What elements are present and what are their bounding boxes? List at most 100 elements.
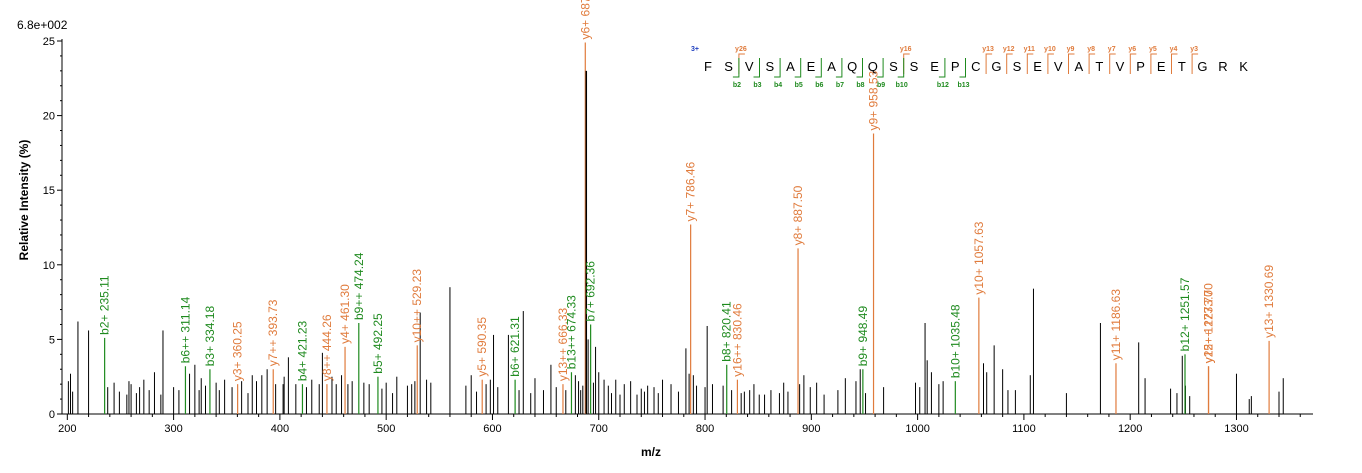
b-ion-index-label: b10 — [896, 82, 908, 89]
y-ion-index-label: y26 — [735, 46, 747, 53]
y-ion-index-label: y13 — [982, 46, 994, 53]
b-ion-label: b4+ 421.23 — [295, 320, 309, 381]
sequence-residue: G — [991, 59, 1001, 74]
b-ion-index-label: b13 — [957, 82, 969, 89]
x-tick-label: 200 — [58, 423, 76, 435]
x-tick-label: 900 — [802, 423, 820, 435]
x-tick-label: 1200 — [1118, 423, 1142, 435]
sequence-residue: S — [765, 59, 774, 74]
b-ion-label: b9++ 474.24 — [352, 252, 366, 320]
y-ion-label: y13++ 666.33 — [556, 307, 570, 381]
x-tick-label: 1100 — [1012, 423, 1036, 435]
sequence-residue: P — [951, 59, 960, 74]
y-cleavage-mark — [1047, 53, 1054, 74]
y-ion-label: y3+ 360.25 — [231, 321, 245, 381]
b-ion-label: b9+ 948.49 — [856, 306, 870, 367]
sequence-residue: F — [704, 59, 712, 74]
y-ion-label: y16++ 830.46 — [730, 303, 744, 377]
y-ion-label: y10+ 1057.63 — [972, 221, 986, 294]
sequence-residue: A — [786, 59, 795, 74]
b-ion-index-label: b7 — [836, 82, 844, 89]
sequence-residue: V — [1116, 59, 1125, 74]
x-tick-label: 1000 — [905, 423, 929, 435]
y-ion-label: y11+ 1186.63 — [1109, 289, 1123, 361]
y-ion-index-label: y7 — [1108, 46, 1116, 53]
b-cleavage-mark — [753, 58, 760, 78]
y-ion-index-label: y3 — [1190, 46, 1198, 53]
y-cleavage-mark — [1006, 53, 1013, 74]
b-ion-index-label: b12 — [937, 82, 949, 89]
sequence-residue: Q — [847, 59, 857, 74]
y-cleavage-mark — [1068, 53, 1075, 74]
y-ion-label: y12+ 1273.70 — [1202, 290, 1216, 363]
y-ion-index-label: y5 — [1149, 46, 1157, 53]
x-axis-label: m/z — [641, 445, 661, 459]
x-tick-label: 300 — [164, 423, 182, 435]
sequence-residue: S — [1013, 59, 1022, 74]
y-axis-label: Relative Intensity (%) — [17, 140, 31, 261]
b-cleavage-mark — [815, 58, 822, 78]
y-ion-label: y7+ 786.46 — [684, 161, 698, 221]
y-ion-index-label: y12 — [1003, 46, 1015, 53]
peak-labels: b2+ 235.11 b6++ 311.14 b3+ 334.18 y3+ 360.2… — [98, 0, 1276, 381]
sequence-residue: E — [930, 59, 939, 74]
x-tick-label: 500 — [377, 423, 395, 435]
y-ion-index-label: y9 — [1067, 46, 1075, 53]
sequence-residue: K — [1239, 59, 1248, 74]
y-ion-label: y9+ 958.53 — [867, 70, 881, 130]
y-ion-label: y8++ 444.26 — [320, 314, 334, 381]
x-tick-label: 800 — [696, 423, 714, 435]
y-tick-label: 0 — [49, 409, 55, 421]
b-cleavage-mark — [774, 58, 781, 78]
sequence-residue: E — [1033, 59, 1042, 74]
y-ion-index-label: y11 — [1024, 46, 1035, 53]
sequence-residue: G — [1197, 59, 1207, 74]
b-ion-label: b7+ 692.36 — [584, 261, 598, 322]
y-cleavage-mark — [1150, 53, 1157, 74]
sequence-residue: T — [1095, 59, 1103, 74]
x-tick-label: 400 — [271, 423, 289, 435]
peaks — [67, 42, 1284, 414]
y-ion-label: y5+ 590.35 — [475, 317, 489, 377]
x-tick-label: 1300 — [1224, 423, 1248, 435]
b-ion-index-label: b8 — [856, 82, 864, 89]
y-ion-index-label: y4 — [1170, 46, 1178, 53]
b-cleavage-mark — [897, 58, 905, 78]
y-tick-label: 25 — [43, 36, 55, 48]
sequence-residue: T — [1178, 59, 1186, 74]
y-tick-label: 5 — [49, 334, 55, 346]
b-cleavage-mark — [959, 58, 966, 78]
b-ion-label: b5+ 492.25 — [371, 313, 385, 374]
sequence-residue: S — [889, 59, 898, 74]
y-ion-label: y7++ 393.73 — [266, 299, 280, 366]
y-ion-index-label: y16 — [900, 46, 912, 53]
y-ion-label: y13+ 1330.69 — [1262, 264, 1276, 337]
b-cleavage-mark — [835, 58, 843, 78]
b-cleavage-mark — [732, 58, 740, 78]
y-ion-index-label: y8 — [1087, 46, 1095, 53]
sequence-residue: R — [1218, 59, 1227, 74]
b-cleavage-mark — [877, 58, 884, 78]
y-tick-label: 10 — [43, 260, 55, 272]
y-tick-label: 20 — [43, 111, 55, 123]
b-ion-label: b12+ 1251.57 — [1178, 277, 1192, 351]
y-cleavage-mark — [1088, 53, 1096, 74]
b-ion-label: b6+ 621.31 — [508, 316, 522, 377]
y-ion-label: y6+ 687.33 — [578, 0, 592, 39]
b-ion-index-label: b5 — [795, 82, 803, 89]
sequence-residue: S — [910, 59, 919, 74]
y-cleavage-mark — [1191, 53, 1199, 74]
sequence-residue: P — [1136, 59, 1145, 74]
sequence-residue: E — [807, 59, 816, 74]
sequence-residue: E — [1157, 59, 1166, 74]
x-tick-label: 600 — [483, 423, 501, 435]
y-cleavage-mark — [1129, 53, 1137, 74]
b-ion-label: b2+ 235.11 — [98, 275, 112, 335]
axes: 0 5 10 15 20 25 200 300 400 500 600 700 800 900 1000 11… — [43, 36, 1313, 435]
b-ion-label: b8+ 820.41 — [720, 301, 734, 362]
y-ion-index-label: y6 — [1128, 46, 1136, 53]
sequence-residue: Q — [868, 59, 878, 74]
b-cleavage-mark — [938, 58, 946, 78]
